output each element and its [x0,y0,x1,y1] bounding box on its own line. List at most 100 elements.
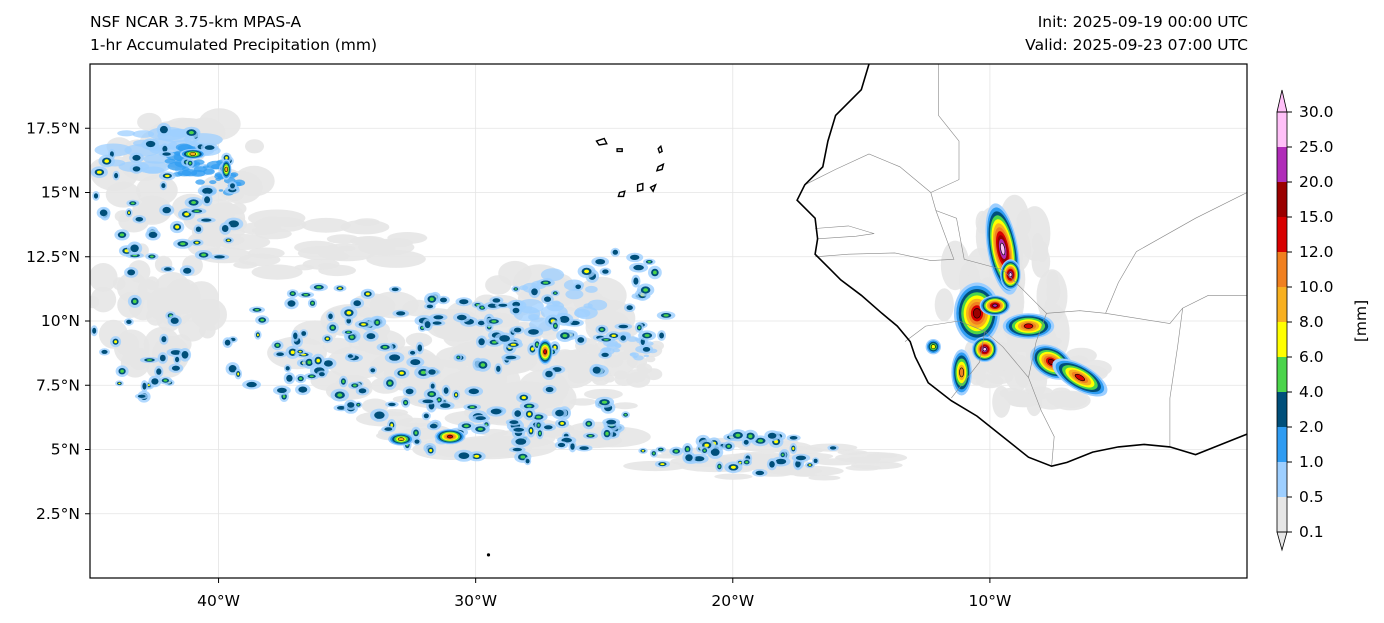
convective-cell [577,337,585,343]
precip-patch [999,387,1022,399]
convective-cell [515,438,527,445]
convective-cell-core [455,393,458,397]
convective-cell [319,372,325,377]
convective-cell-core [808,464,812,466]
precip-patch [603,374,615,383]
precip-patch [612,402,638,410]
convective-cell [743,439,749,445]
convective-cell [214,255,225,259]
convective-cell-core [146,359,153,361]
convective-cell-core [237,372,240,376]
convective-cell [162,206,171,214]
precip-patch [606,342,622,350]
convective-cell [633,264,644,271]
precip-patch [245,139,264,154]
storm-level [930,344,936,350]
precip-patch [337,245,356,252]
convective-cell [829,446,837,450]
colorbar-tick-label: 1.0 [1299,453,1324,471]
convective-cell [525,458,530,464]
convective-cell [496,365,501,372]
colorbar-tick-label: 0.1 [1299,523,1324,541]
convective-cell-core [365,292,370,296]
convective-cell-core [429,297,434,302]
convective-cell [170,317,179,324]
convective-cell [99,209,108,217]
convective-cell [423,413,429,419]
precip-patch [90,263,118,292]
convective-cell [545,370,553,378]
precip-patch [297,246,345,261]
axis-ticks: 40°W 30°W 20°W 10°W 2.5°N 5°N 7.5°N 10°N 12.5°N 1… [26,119,1011,610]
storm-system [1052,358,1108,397]
convective-cell-core [663,314,669,317]
convective-cell [164,267,172,271]
convective-cell [347,354,353,358]
precip-patch [645,355,656,363]
lat-tick-label: 12.5°N [26,248,80,266]
precip-patch [1046,394,1068,405]
convective-cell-core [260,318,265,322]
convective-cell [162,145,168,152]
convective-cell [414,439,420,444]
colorbar-tick-label: 2.0 [1299,418,1324,436]
colorbar-segment [1277,462,1287,497]
convective-cell-core [703,449,706,452]
convective-cell-core [457,356,460,359]
convective-cell-core [282,395,286,398]
precip-patch [623,460,688,472]
convective-cell [183,267,192,274]
lon-tick-label: 40°W [197,592,240,610]
convective-cell [224,339,231,346]
convective-cell [499,335,510,342]
convective-cell-core [150,255,154,258]
convective-cell [323,360,333,367]
convective-cell [384,427,393,431]
convective-cell [246,381,257,388]
convective-cell-core [429,392,434,396]
convective-cell-core [735,433,741,437]
coastline [486,64,1247,557]
convective-cell [347,402,355,408]
convective-cell-core [537,423,540,427]
convective-cell-core [420,370,426,375]
convective-cell [410,359,421,366]
storm-system [434,428,466,445]
convective-cell [795,460,801,468]
convective-cell-core [600,328,604,331]
convective-cell [592,366,601,374]
country-border [904,320,986,399]
convective-cell-core [175,225,180,229]
colorbar-segment [1277,322,1287,357]
convective-cell [512,307,520,314]
precip-patch [584,388,623,400]
precip-patch [302,258,340,270]
precip-patch [1035,240,1049,263]
convective-cell-core [189,161,192,165]
convective-cell [127,269,136,276]
convective-cell [228,365,237,373]
island-outline [657,144,663,154]
convective-cell [531,288,538,296]
precip-patch [195,179,205,185]
valid-time: Valid: 2025-09-23 07:00 UTC [1025,36,1248,54]
convective-cell-core [543,281,549,284]
colorbar-segment [1277,217,1287,252]
convective-cell-core [188,131,194,135]
convective-cell-core [730,465,736,469]
convective-cell [601,352,609,357]
convective-cell [298,386,308,393]
colorbar-segment [1277,287,1287,322]
colorbar-tick-label: 20.0 [1299,173,1334,191]
convective-cell [135,217,144,222]
colorbar-tick-label: 12.0 [1299,243,1334,261]
convective-cell [162,152,171,156]
storm-level [972,308,981,319]
country-border [930,64,960,211]
colorbar-segment [1277,497,1287,532]
convective-cell [151,378,159,385]
convective-cell-core [132,254,138,257]
convective-cell [92,327,97,334]
convective-cell-core [291,292,295,295]
precip-patch [567,368,591,384]
